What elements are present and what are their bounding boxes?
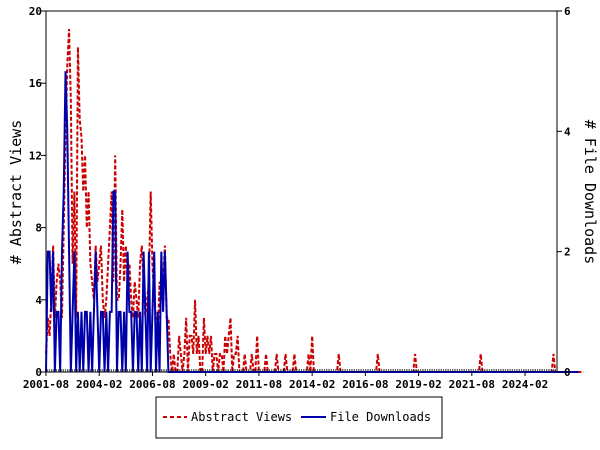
legend-label-file-downloads: File Downloads: [330, 410, 431, 424]
y-tick-label-left: 4: [35, 294, 42, 307]
legend-label-abstract-views: Abstract Views: [191, 410, 292, 424]
y-tick-label-left: 12: [29, 149, 42, 162]
x-tick-label: 2019-02: [395, 378, 441, 391]
legend: Abstract Views File Downloads: [155, 396, 443, 439]
x-tick-label: 2004-02: [76, 378, 122, 391]
x-tick-label: 2016-08: [342, 378, 388, 391]
y-tick-label-right: 6: [564, 5, 571, 18]
y-tick-label-right: 4: [564, 125, 571, 138]
y-tick-label-right: 0: [564, 366, 571, 379]
y-tick-label-left: 0: [35, 366, 42, 379]
y-tick-label-left: 20: [29, 5, 42, 18]
x-tick-label: 2009-02: [183, 378, 229, 391]
x-tick-label: 2021-08: [449, 378, 495, 391]
x-tick-label: 2014-02: [289, 378, 335, 391]
y-tick-label-left: 16: [29, 77, 43, 90]
x-tick-label: 2001-08: [23, 378, 69, 391]
y-axis-title-left: # Abstract Views: [7, 120, 25, 265]
y-tick-label-left: 8: [35, 222, 42, 235]
y-tick-label-right: 2: [564, 246, 571, 259]
legend-box: [155, 396, 443, 439]
y-axis-title-right: # File Downloads: [581, 120, 599, 265]
x-tick-label: 2011-08: [236, 378, 282, 391]
x-tick-label: 2006-08: [129, 378, 175, 391]
x-tick-label: 2024-02: [502, 378, 548, 391]
axes-group: 0 4 8 12 16 20 0 2 4 6 2001-08 2004-02 2006-08 2009-0…: [23, 5, 571, 391]
